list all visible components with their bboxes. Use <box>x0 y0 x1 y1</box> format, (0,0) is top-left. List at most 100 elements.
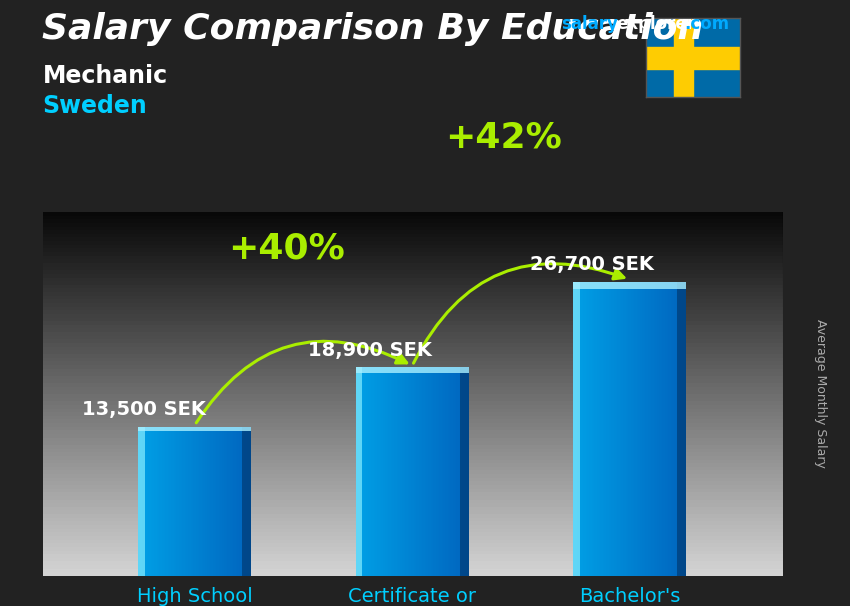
Bar <box>180 427 182 576</box>
Bar <box>674 18 693 97</box>
Bar <box>604 282 606 576</box>
Bar <box>144 427 145 576</box>
Bar <box>401 367 402 576</box>
Bar <box>393 367 394 576</box>
Bar <box>442 367 444 576</box>
Bar <box>175 427 176 576</box>
Bar <box>615 282 617 576</box>
Bar <box>581 282 583 576</box>
Bar <box>658 282 660 576</box>
Bar <box>385 367 387 576</box>
Bar <box>416 367 418 576</box>
Bar <box>415 367 416 576</box>
Bar <box>603 282 604 576</box>
Bar <box>649 282 651 576</box>
Bar <box>171 427 173 576</box>
Bar <box>150 427 151 576</box>
Bar <box>412 367 414 576</box>
Bar <box>573 282 686 289</box>
Bar <box>662 282 664 576</box>
Bar <box>355 367 469 373</box>
Bar <box>583 282 585 576</box>
Bar <box>673 282 675 576</box>
Bar <box>216 427 218 576</box>
Bar <box>141 427 143 576</box>
Bar <box>665 282 666 576</box>
Bar <box>671 282 672 576</box>
Text: Average Monthly Salary: Average Monthly Salary <box>813 319 827 468</box>
Bar <box>372 367 374 576</box>
Bar <box>677 282 686 576</box>
Bar <box>641 282 643 576</box>
Bar <box>205 427 206 576</box>
Bar <box>367 367 368 576</box>
Bar <box>627 282 628 576</box>
Bar <box>162 427 164 576</box>
Bar <box>418 367 419 576</box>
Bar <box>444 367 445 576</box>
Bar <box>654 282 655 576</box>
Bar <box>190 427 192 576</box>
Bar <box>431 367 432 576</box>
Bar <box>651 282 652 576</box>
Bar <box>391 367 393 576</box>
Bar <box>656 282 658 576</box>
Bar <box>229 427 230 576</box>
Text: 18,900 SEK: 18,900 SEK <box>308 341 432 360</box>
Bar <box>576 282 577 576</box>
Bar <box>439 367 440 576</box>
Bar <box>192 427 193 576</box>
Bar <box>395 367 397 576</box>
Bar <box>368 367 370 576</box>
Bar <box>677 282 679 576</box>
Bar <box>188 427 189 576</box>
Bar <box>195 427 196 576</box>
Bar <box>660 282 662 576</box>
Bar <box>227 427 229 576</box>
Bar <box>143 427 144 576</box>
Bar <box>147 427 148 576</box>
Bar <box>594 282 596 576</box>
Bar <box>224 427 226 576</box>
Bar <box>630 282 632 576</box>
Bar <box>624 282 626 576</box>
Bar <box>450 367 452 576</box>
Bar <box>585 282 586 576</box>
Bar <box>355 367 357 576</box>
Bar <box>154 427 156 576</box>
Bar <box>370 367 371 576</box>
Bar <box>404 367 405 576</box>
Bar <box>230 427 231 576</box>
Bar <box>226 427 227 576</box>
Bar <box>664 282 665 576</box>
Bar <box>682 282 683 576</box>
Bar <box>239 427 240 576</box>
Bar <box>167 427 168 576</box>
Bar <box>611 282 613 576</box>
Bar <box>600 282 602 576</box>
Bar <box>609 282 610 576</box>
Bar <box>161 427 162 576</box>
Bar <box>607 282 609 576</box>
Bar <box>398 367 399 576</box>
Bar <box>218 427 220 576</box>
Bar <box>573 282 575 576</box>
Bar <box>242 427 252 576</box>
Bar <box>590 282 592 576</box>
Bar <box>623 282 624 576</box>
Bar <box>244 427 246 576</box>
Text: 26,700 SEK: 26,700 SEK <box>530 255 654 274</box>
Bar <box>235 427 237 576</box>
Bar <box>448 367 449 576</box>
Bar <box>250 427 252 576</box>
Bar <box>435 367 436 576</box>
Bar <box>207 427 209 576</box>
Bar <box>421 367 422 576</box>
Bar <box>148 427 150 576</box>
Bar <box>246 427 247 576</box>
Bar <box>425 367 427 576</box>
Bar <box>199 427 201 576</box>
Bar <box>573 282 580 576</box>
Bar <box>173 427 175 576</box>
Bar <box>410 367 411 576</box>
